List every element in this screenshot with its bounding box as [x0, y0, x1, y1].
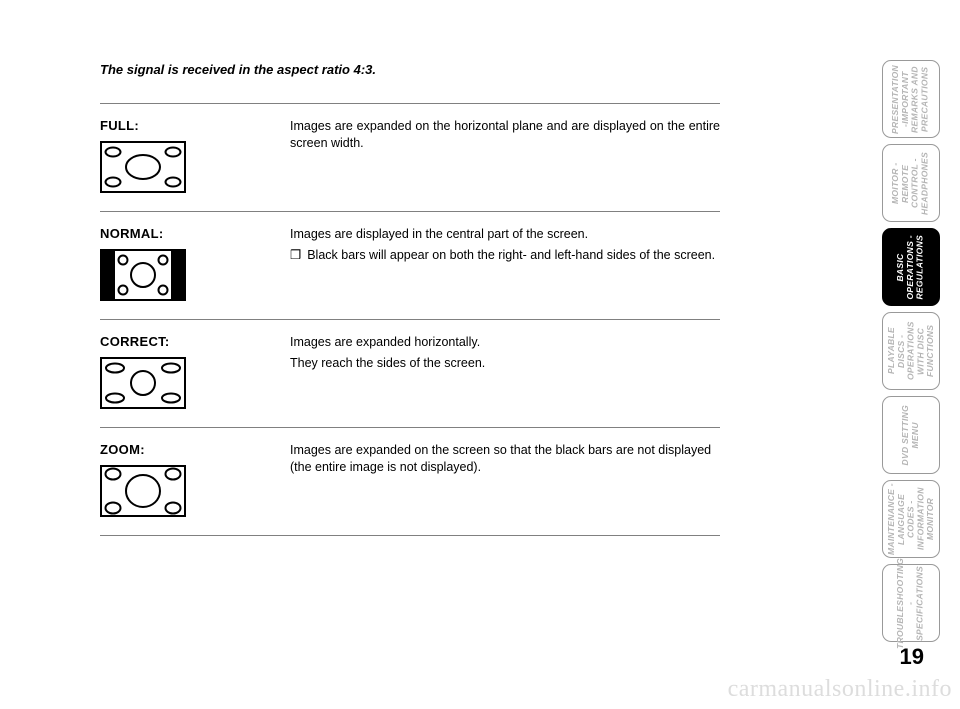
- bullet-line: ❒ Black bars will appear on both the rig…: [290, 247, 720, 264]
- mode-row-normal: NORMAL: Images are displayed in the cent…: [100, 211, 720, 319]
- mode-label: ZOOM:: [100, 442, 250, 457]
- section-heading: The signal is received in the aspect rat…: [100, 62, 720, 77]
- mode-desc: Images are expanded on the screen so tha…: [290, 442, 720, 517]
- mode-row-zoom: ZOOM: Images are expanded on the screen …: [100, 427, 720, 536]
- mode-left: ZOOM:: [100, 442, 250, 517]
- tab-maintenance[interactable]: MAINTENANCE - LANGUAGE CODES - INFORMATI…: [882, 480, 940, 558]
- tab-troubleshooting[interactable]: TROUBLESHOOTING - SPECIFICATIONS: [882, 564, 940, 642]
- tab-dvd-setting[interactable]: DVD SETTING MENU: [882, 396, 940, 474]
- tab-label: MAINTENANCE - LANGUAGE CODES - INFORMATI…: [887, 481, 936, 557]
- mode-left: NORMAL:: [100, 226, 250, 301]
- correct-mode-icon: [100, 357, 186, 409]
- desc-text: Images are expanded on the horizontal pl…: [290, 118, 720, 152]
- tab-label: PLAYABLE DISCS - OPERATIONS WITH DISC FU…: [887, 313, 936, 389]
- normal-mode-icon: [100, 249, 186, 301]
- bullet-icon: ❒: [290, 247, 301, 264]
- mode-row-full: FULL: Images are expanded on the horizon…: [100, 103, 720, 211]
- mode-label: NORMAL:: [100, 226, 250, 241]
- tab-label: TROUBLESHOOTING - SPECIFICATIONS: [896, 558, 925, 649]
- tab-label: PRESENTATION -IMPORTANT REMARKS AND PREC…: [891, 65, 930, 134]
- mode-row-correct: CORRECT: Images are expanded horizontall…: [100, 319, 720, 427]
- page-number: 19: [900, 644, 924, 670]
- tab-basic-operations[interactable]: BASIC OPERATIONS - REGULATIONS: [882, 228, 940, 306]
- watermark-text: carmanualsonline.info: [728, 676, 952, 703]
- tab-label: DVD SETTING MENU: [901, 405, 921, 465]
- desc-text: Images are expanded on the screen so tha…: [290, 442, 720, 476]
- bullet-text: Black bars will appear on both the right…: [307, 247, 715, 264]
- desc-text: Images are displayed in the central part…: [290, 226, 720, 243]
- tab-playable-discs[interactable]: PLAYABLE DISCS - OPERATIONS WITH DISC FU…: [882, 312, 940, 390]
- desc-text-2: They reach the sides of the screen.: [290, 355, 720, 372]
- mode-left: FULL:: [100, 118, 250, 193]
- mode-label: FULL:: [100, 118, 250, 133]
- tab-label: MOITOR - REMOTE CONTROL - HEADPHONES: [891, 152, 930, 215]
- tab-monitor-remote[interactable]: MOITOR - REMOTE CONTROL - HEADPHONES: [882, 144, 940, 222]
- full-mode-icon: [100, 141, 186, 193]
- content-area: The signal is received in the aspect rat…: [100, 62, 720, 536]
- desc-text: Images are expanded horizontally.: [290, 334, 720, 351]
- mode-desc: Images are expanded horizontally. They r…: [290, 334, 720, 409]
- mode-desc: Images are expanded on the horizontal pl…: [290, 118, 720, 193]
- tab-presentation[interactable]: PRESENTATION -IMPORTANT REMARKS AND PREC…: [882, 60, 940, 138]
- mode-left: CORRECT:: [100, 334, 250, 409]
- tab-label: BASIC OPERATIONS - REGULATIONS: [896, 235, 925, 300]
- mode-label: CORRECT:: [100, 334, 250, 349]
- zoom-mode-icon: [100, 465, 186, 517]
- side-tabs: PRESENTATION -IMPORTANT REMARKS AND PREC…: [882, 60, 940, 642]
- mode-desc: Images are displayed in the central part…: [290, 226, 720, 301]
